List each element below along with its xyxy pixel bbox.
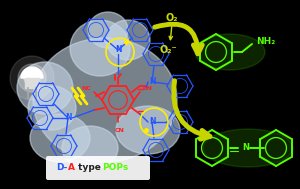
Text: N: N xyxy=(242,143,249,153)
Ellipse shape xyxy=(70,20,130,76)
Circle shape xyxy=(24,70,40,86)
FancyBboxPatch shape xyxy=(46,156,150,180)
Ellipse shape xyxy=(30,114,90,162)
FancyArrowPatch shape xyxy=(174,81,210,139)
Ellipse shape xyxy=(106,20,150,60)
Text: NC: NC xyxy=(81,85,91,91)
Circle shape xyxy=(18,64,46,92)
FancyArrowPatch shape xyxy=(155,24,202,54)
Ellipse shape xyxy=(62,126,118,170)
Text: NH₂: NH₂ xyxy=(256,37,275,46)
Text: D-: D- xyxy=(56,163,68,173)
Text: type: type xyxy=(75,163,104,173)
Circle shape xyxy=(10,56,54,100)
Ellipse shape xyxy=(33,38,177,162)
Wedge shape xyxy=(21,67,43,78)
Text: O₂: O₂ xyxy=(166,13,178,23)
Ellipse shape xyxy=(116,106,180,154)
Ellipse shape xyxy=(88,12,128,48)
Ellipse shape xyxy=(195,34,265,70)
Ellipse shape xyxy=(203,129,293,167)
Text: CN: CN xyxy=(143,85,153,91)
Ellipse shape xyxy=(17,62,73,114)
FancyArrowPatch shape xyxy=(169,27,172,40)
Text: A: A xyxy=(68,163,75,173)
Text: POPs: POPs xyxy=(102,163,128,173)
Text: N: N xyxy=(149,118,155,126)
Text: CN: CN xyxy=(115,128,125,132)
FancyBboxPatch shape xyxy=(25,78,39,88)
Text: N: N xyxy=(149,77,155,87)
Text: N: N xyxy=(115,46,121,54)
Text: O₂⁻: O₂⁻ xyxy=(159,45,177,55)
Text: N: N xyxy=(65,114,71,122)
Ellipse shape xyxy=(28,86,76,130)
